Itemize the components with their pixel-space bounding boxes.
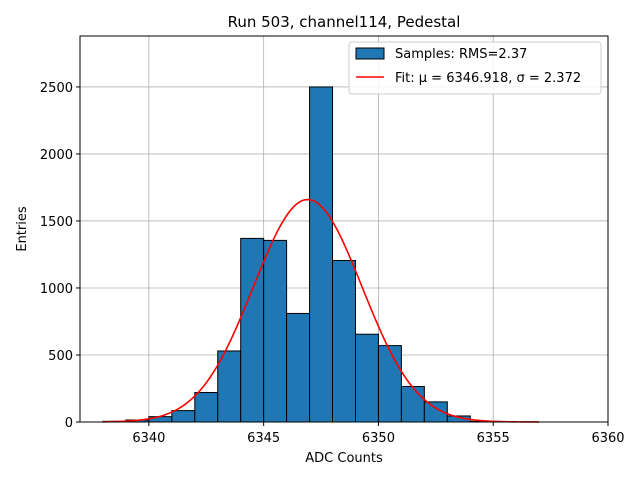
legend: Samples: RMS=2.37 Fit: μ = 6346.918, σ =… [348, 41, 602, 95]
x-axis-label: ADC Counts [305, 451, 383, 466]
histogram-bars [102, 86, 517, 423]
histogram-bar-6347 [309, 86, 334, 423]
y-tick-label-0: 0 [65, 416, 73, 431]
histogram-bar-6341 [171, 410, 196, 423]
legend-box [348, 41, 602, 95]
legend-samples-swatch [355, 47, 385, 60]
histogram-bar-6343 [217, 350, 242, 423]
y-tick-label-3: 1500 [40, 215, 73, 230]
histogram-bar-6345 [263, 239, 288, 423]
plot-frame [79, 35, 609, 423]
histogram-bar-6344 [240, 237, 265, 423]
y-tick-label-5: 2500 [40, 81, 73, 96]
chart-title: Run 503, channel114, Pedestal [228, 13, 461, 31]
histogram-bar-6342 [194, 392, 219, 423]
x-tick-label-4: 6360 [591, 431, 624, 446]
x-tick-label-0: 6340 [132, 431, 165, 446]
legend-samples-label: Samples: RMS=2.37 [395, 47, 527, 62]
legend-fit-sigma: σ = 2.372 [517, 71, 582, 86]
legend-fit-label: Fit: μ = 6346.918, σ = 2.372 [395, 71, 581, 86]
fit-curve [102, 198, 540, 423]
legend-fit-mu: μ = 6346.918 [419, 71, 508, 86]
histogram-bar-6350 [377, 345, 402, 423]
histogram-bar-6349 [354, 333, 379, 423]
x-tick-label-2: 6350 [362, 431, 395, 446]
histogram-bar-6351 [400, 385, 425, 423]
x-tick-label-1: 6345 [247, 431, 280, 446]
histogram-bar-6346 [286, 312, 311, 423]
x-axis-ticks: 6340 6345 6350 6355 6360 [132, 422, 625, 446]
y-axis-ticks: 0 500 1000 1500 2000 2500 [40, 81, 80, 431]
x-tick-label-3: 6355 [477, 431, 510, 446]
legend-fit-sep: , [508, 71, 516, 86]
histogram-bar-6348 [332, 259, 356, 423]
y-tick-label-2: 1000 [40, 282, 73, 297]
y-axis-label: Entries [15, 206, 30, 252]
legend-fit-prefix: Fit: [395, 71, 419, 86]
y-tick-label-4: 2000 [40, 148, 73, 163]
y-tick-label-1: 500 [48, 349, 73, 364]
